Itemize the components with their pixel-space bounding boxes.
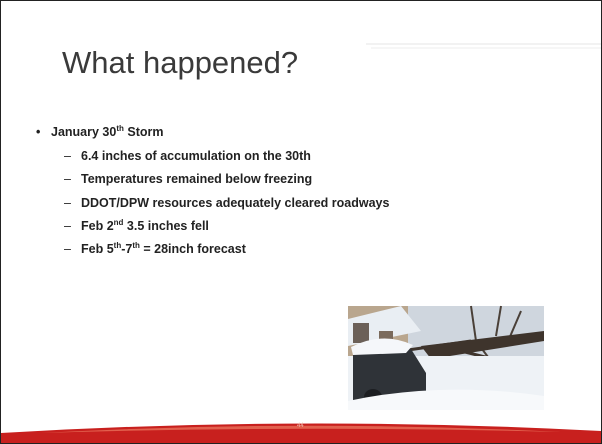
photo [348,305,544,410]
text-segment: January 30 [51,125,117,139]
sub-bullet-text: Feb 2nd 3.5 inches fell [81,218,209,234]
sub-bullet-text: DDOT/DPW resources adequately cleared ro… [81,196,389,210]
bullet-dot: • [36,125,41,139]
text-segment: Feb 5 [81,242,114,256]
text-segment: Temperatures remained below freezing [81,172,313,186]
text-segment: nd [113,218,124,227]
dash: – [64,172,71,186]
bullet-text: January 30th Storm [51,124,164,140]
sub-bullet-text: Feb 5th-7th = 28inch forecast [81,241,246,257]
sub-bullet-text: 6.4 inches of accumulation on the 30th [81,149,311,163]
text-segment: = 28inch forecast [139,242,246,256]
text-segment: DDOT/DPW resources adequately cleared ro… [81,196,390,210]
text-segment: th [113,241,122,250]
dash: – [64,149,71,163]
dash: – [64,196,71,210]
dash: – [64,242,71,256]
text-segment: -7 [121,242,133,256]
footer-highlight [41,425,561,433]
slide-title: What happened? [62,45,299,80]
sub-bullet-text: Temperatures remained below freezing [81,172,312,186]
page-number: 44 [297,423,304,429]
text-segment: Feb 2 [81,219,114,233]
text-segment: 6.4 inches of accumulation on the 30th [81,149,311,163]
text-segment: th [116,124,124,133]
dash: – [64,219,71,233]
text-segment: 3.5 inches fell [123,219,209,233]
text-segment: th [132,241,140,250]
text-segment: Storm [123,125,164,139]
